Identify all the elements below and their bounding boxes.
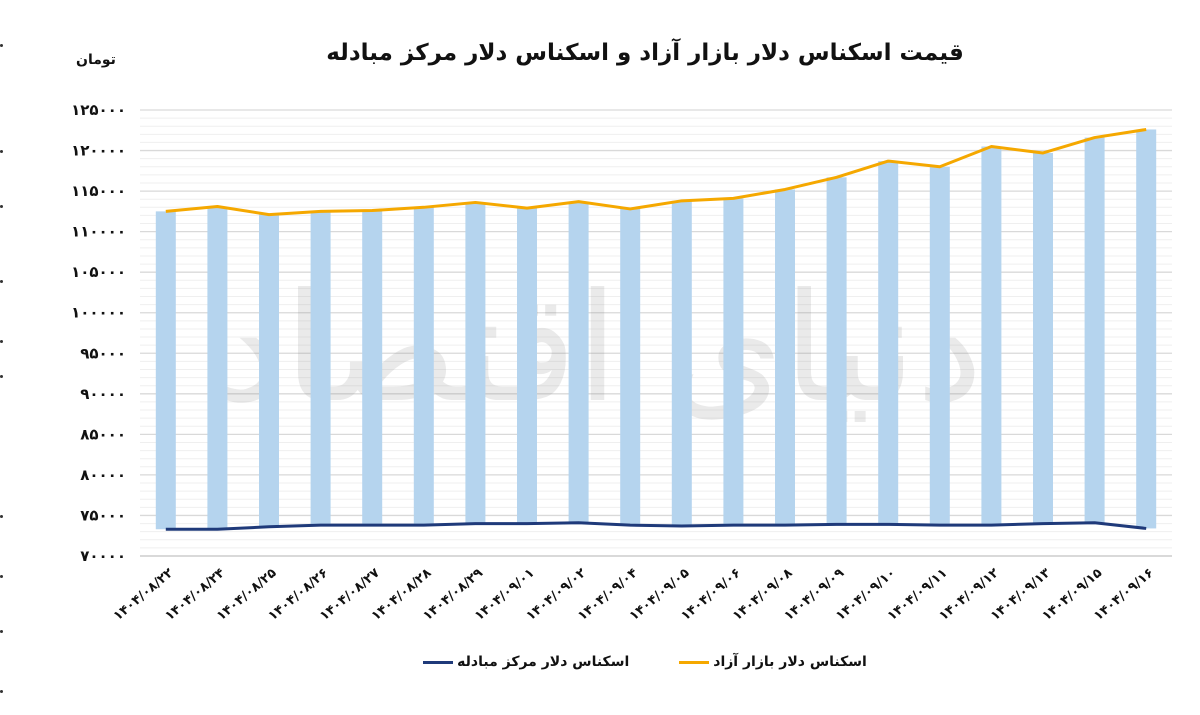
gap-bar — [878, 161, 899, 525]
y-tick-label: ۱۰۰۰۰۰ — [71, 304, 126, 322]
watermark-text: دنیای اقتصاد — [217, 262, 983, 436]
y-tick-label: ۸۵۰۰۰ — [80, 425, 126, 443]
gap-bar — [207, 206, 228, 530]
gap-bar — [826, 177, 847, 525]
gap-bar — [568, 201, 589, 523]
gap-bar — [155, 211, 176, 530]
y-tick-label: ۱۲۰۰۰۰ — [71, 142, 126, 160]
y-tick-label: ۷۵۰۰۰ — [80, 506, 126, 524]
y-axis-unit-label: تومان — [76, 52, 116, 68]
gap-bar — [310, 211, 331, 526]
gap-bar — [620, 208, 641, 526]
legend-swatch-navy — [423, 660, 454, 664]
legend-label: اسکناس دلار مرکز مبادله — [457, 654, 630, 670]
free-market-line — [165, 127, 1147, 217]
y-tick-label: ۹۰۰۰۰ — [80, 385, 126, 403]
exchange-center-line — [165, 521, 1147, 531]
legend-item-exchange-center[interactable]: اسکناس دلار مرکز مبادله — [423, 654, 629, 670]
watermark-logo: دنیای اقتصاد — [217, 262, 983, 436]
series-lines — [165, 127, 1147, 531]
legend-label: اسکناس دلار بازار آزاد — [713, 654, 867, 670]
legend-item-free-market[interactable]: اسکناس دلار بازار آزاد — [679, 654, 867, 670]
gap-bar — [1033, 152, 1053, 524]
gap-bar — [929, 166, 950, 526]
gap-bars — [155, 129, 1157, 530]
gap-bar — [775, 189, 795, 526]
y-axis-ticks: ۷۰۰۰۰ ۷۵۰۰۰ ۸۰۰۰۰ ۸۵۰۰۰ ۹۰۰۰۰ ۹۵۰۰۰ ۱۰۰۰۰۰ ۱۰۵۰… — [71, 101, 126, 565]
gap-bar — [413, 207, 434, 526]
x-axis-ticks: ۱۴۰۴/۰۸/۲۲۱۴۰۴/۰۸/۲۴۱۴۰۴/۰۸/۲۵۱۴۰۴/۰۸/۲۶… — [111, 566, 1157, 624]
legend-swatch-orange — [679, 660, 710, 664]
gap-bar — [517, 208, 537, 524]
y-tick-label: ۱۱۰۰۰۰ — [71, 223, 126, 241]
gap-bar — [465, 202, 486, 524]
chart-legend: اسکناس دلار بازار آزاد اسکناس دلار مرکز … — [0, 654, 1200, 670]
left-edge-artifacts — [0, 0, 6, 715]
gap-bar — [981, 146, 1002, 526]
gap-bar — [362, 210, 383, 526]
gap-bar — [1084, 137, 1105, 523]
gap-bar — [723, 198, 744, 526]
chart-title: قیمت اسکناس دلار بازار آزاد و اسکناس دلا… — [326, 40, 964, 66]
y-tick-label: ۹۵۰۰۰ — [80, 344, 126, 362]
gap-bar — [259, 214, 279, 527]
y-tick-label: ۱۱۵۰۰۰ — [71, 182, 126, 200]
gap-bar — [1136, 129, 1157, 529]
y-tick-label: ۸۰۰۰۰ — [80, 466, 126, 484]
y-tick-label: ۱۰۵۰۰۰ — [71, 263, 126, 281]
gap-bar — [671, 200, 692, 526]
y-tick-label: ۱۲۵۰۰۰ — [71, 101, 126, 119]
y-tick-label: ۷۰۰۰۰ — [80, 547, 126, 565]
